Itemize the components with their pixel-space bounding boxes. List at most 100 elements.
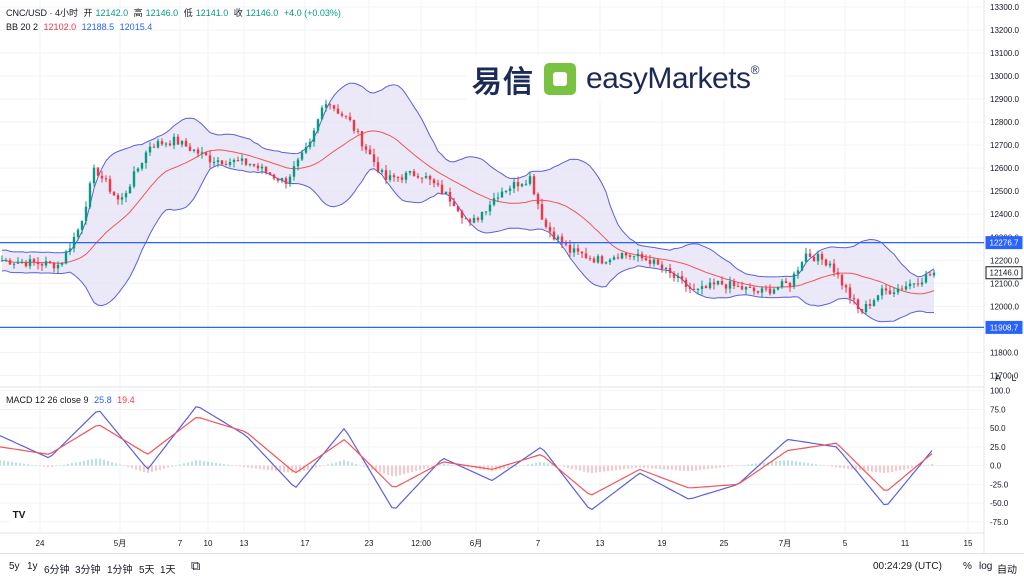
tf-3m[interactable]: 3分钟 <box>75 565 101 576</box>
macd-histogram-bar <box>903 465 905 470</box>
tf-5y[interactable]: 5y <box>9 561 20 572</box>
macd-histogram-bar <box>15 462 17 466</box>
macd-histogram-bar <box>859 465 861 471</box>
candle-body <box>8 260 12 265</box>
tf-6m[interactable]: 6分钟 <box>44 565 70 576</box>
candle-body <box>520 184 524 187</box>
tf-1m[interactable]: 1分钟 <box>107 565 133 576</box>
bb-legend[interactable]: BB 20 2 12102.0 12188.5 12015.4 <box>6 22 155 32</box>
macd-histogram-bar <box>295 465 297 473</box>
macd-histogram-bar <box>571 465 573 469</box>
macd-histogram-bar <box>843 465 845 469</box>
date-range-icon[interactable]: ⧉ <box>191 558 201 573</box>
macd-histogram-bar <box>447 464 449 466</box>
candle-body <box>404 172 408 180</box>
macd-histogram-bar <box>243 465 245 468</box>
candle-body <box>96 167 100 176</box>
price-tick-label: 12100.0 <box>990 279 1019 288</box>
auto-toggle[interactable]: 自动 <box>997 565 1017 576</box>
open-label: 开 <box>83 8 93 18</box>
tf-5d[interactable]: 5天 <box>139 565 155 576</box>
price-marker-lower: 11908.7 <box>990 323 1019 332</box>
candle-body <box>456 206 460 212</box>
time-tick-label: 11 <box>901 539 910 548</box>
utc-clock[interactable]: 00:24:29 (UTC) <box>873 561 942 572</box>
bottom-toolbar: 5y 1y 6分钟 3分钟 1分钟 5天 1天 ⧉ 00:24:29 (UTC)… <box>0 553 1024 578</box>
macd-histogram-bar <box>131 465 133 469</box>
macd-histogram-bar <box>139 465 141 471</box>
candle-body <box>84 206 88 222</box>
candle-body <box>840 274 844 286</box>
candle-body <box>376 162 380 172</box>
candle-body <box>324 104 328 108</box>
candle-body <box>240 158 244 161</box>
candle-body <box>804 253 808 263</box>
candle-body <box>808 253 812 257</box>
macd-histogram-bar <box>107 461 109 466</box>
auto-scale-button[interactable]: A <box>994 373 1001 383</box>
macd-histogram-bar <box>735 465 737 467</box>
macd-histogram-bar <box>155 465 157 471</box>
tf-1y[interactable]: 1y <box>27 561 38 572</box>
macd-histogram-bar <box>179 464 181 466</box>
candle-body <box>556 236 560 240</box>
candle-body <box>780 281 784 288</box>
macd-histogram-bar <box>631 465 633 469</box>
macd-histogram-bar <box>723 465 725 468</box>
candle-body <box>752 287 756 292</box>
macd-histogram-bar <box>611 465 613 471</box>
macd-histogram-bar <box>279 465 281 472</box>
candle-body <box>308 141 312 148</box>
macd-histogram-bar <box>135 465 137 470</box>
change-value: +4.0 (+0.03%) <box>283 8 341 18</box>
tf-1d[interactable]: 1天 <box>160 565 176 576</box>
candle-body <box>208 155 212 163</box>
candle-body <box>336 108 340 114</box>
time-tick-label: 13 <box>596 539 605 548</box>
log-toggle[interactable]: log <box>979 561 993 572</box>
candle-body <box>388 175 392 180</box>
log-scale-button[interactable]: L <box>1011 373 1017 383</box>
candle-body <box>36 262 40 265</box>
macd-histogram-bar <box>755 463 757 466</box>
macd-histogram-bar <box>415 465 417 471</box>
candle-body <box>608 259 612 263</box>
macd-histogram-bar <box>663 465 665 470</box>
open-value: 12142.0 <box>95 8 129 18</box>
macd-histogram-bar <box>771 461 773 466</box>
candle-body <box>88 183 92 207</box>
axes: 13300.013200.013100.013000.012900.012800… <box>36 3 1023 548</box>
price-tick-label: 12700.0 <box>990 141 1019 150</box>
percent-toggle[interactable]: % <box>963 561 972 572</box>
macd-histogram-bar <box>79 461 81 466</box>
bb-lower: 12015.4 <box>119 22 153 32</box>
candle-body <box>504 190 508 192</box>
bollinger-basis-line <box>1 130 935 295</box>
macd-histogram-bar <box>787 460 789 466</box>
candle-body <box>484 211 488 213</box>
candle-body <box>0 260 4 262</box>
tradingview-logo-icon[interactable]: TV <box>8 506 30 526</box>
macd-histogram-bar <box>799 461 801 466</box>
candle-body <box>196 149 200 154</box>
macd-histogram-bar <box>851 465 853 470</box>
bb-upper: 12188.5 <box>81 22 115 32</box>
candle-body <box>320 107 324 120</box>
time-tick-label: 13 <box>240 539 249 548</box>
macd-legend[interactable]: MACD 12 26 close 9 25.8 19.4 <box>6 395 138 405</box>
macd-histogram-bar <box>695 465 697 471</box>
macd-histogram-bar <box>119 464 121 466</box>
macd-histogram-bar <box>371 465 373 470</box>
macd-histogram-bar <box>455 465 457 467</box>
candle-body <box>372 154 376 163</box>
macd-pane[interactable] <box>0 406 933 511</box>
candle-body <box>92 167 96 184</box>
bb-basis: 12102.0 <box>43 22 77 32</box>
macd-histogram-bar <box>99 458 101 466</box>
macd-histogram-bar <box>551 464 553 466</box>
bollinger-upper-line <box>1 82 935 278</box>
macd-histogram-bar <box>175 465 177 467</box>
price-pane[interactable] <box>0 82 984 329</box>
macd-histogram-bar <box>431 465 433 467</box>
